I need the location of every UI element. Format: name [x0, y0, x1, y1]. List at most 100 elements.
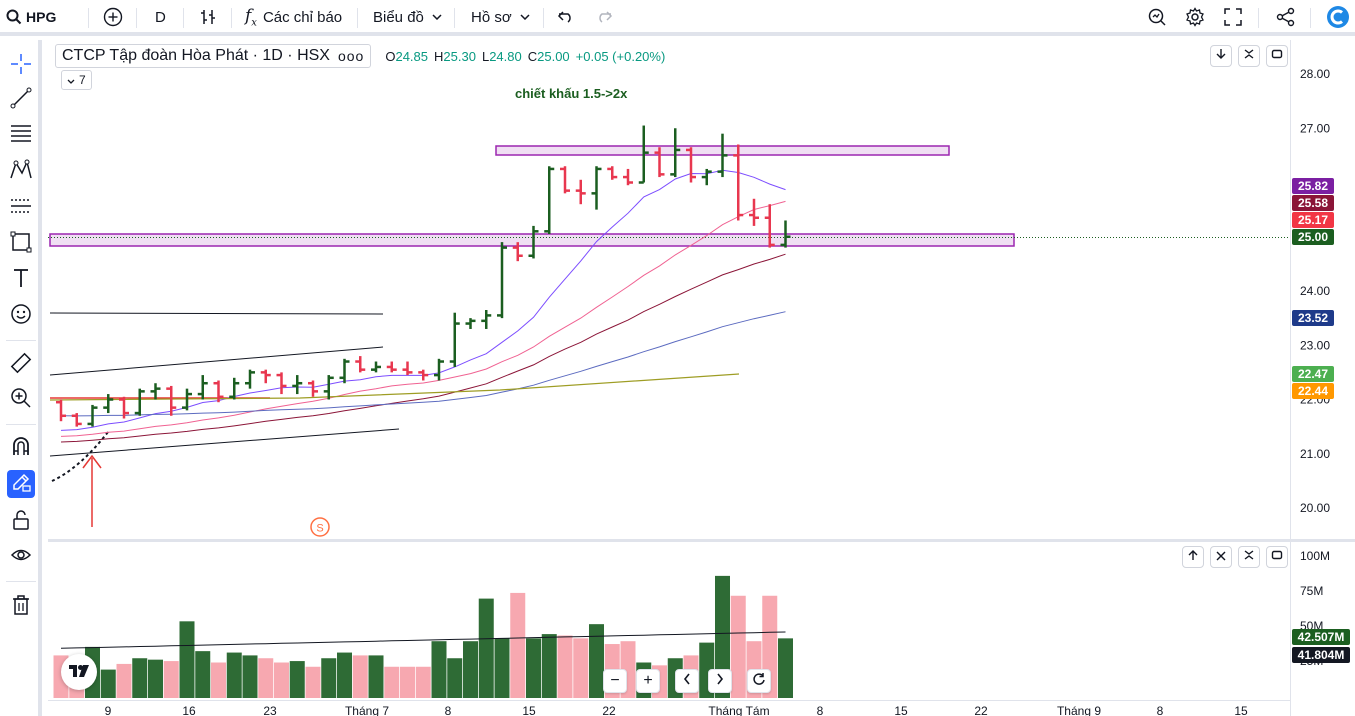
more-options-icon[interactable]: ooo: [337, 48, 365, 64]
ohlc-bar[interactable]: [560, 166, 570, 194]
zoom-in-button[interactable]: +: [636, 669, 660, 693]
ohlc-bar[interactable]: [623, 168, 633, 186]
quick-search-button[interactable]: [1147, 0, 1167, 34]
brand-logo[interactable]: [1326, 0, 1350, 34]
ohlc-bar[interactable]: [749, 198, 759, 226]
ohlc-bar[interactable]: [638, 125, 649, 184]
ohlc-bar[interactable]: [780, 220, 791, 248]
share-button[interactable]: [1276, 0, 1296, 34]
ohlc-bar[interactable]: [481, 309, 492, 329]
ohlc-bar[interactable]: [418, 369, 429, 381]
symbol-title-button[interactable]: CTCP Tập đoàn Hòa Phát · 1D · HSX ooo: [55, 44, 372, 68]
volume-bar[interactable]: [510, 592, 526, 698]
chart-annotation[interactable]: chiết khấu 1.5->2x: [515, 86, 628, 101]
compare-button[interactable]: [103, 0, 123, 34]
ohlc-bar[interactable]: [308, 380, 318, 397]
ohlc-bar[interactable]: [339, 358, 350, 384]
volume-bar[interactable]: [258, 658, 274, 698]
ohlc-bar[interactable]: [182, 388, 192, 411]
volume-bar[interactable]: [274, 662, 289, 699]
ohlc-bar[interactable]: [56, 399, 66, 422]
signal-marker[interactable]: [310, 517, 330, 537]
volume-bar[interactable]: [778, 638, 793, 698]
ohlc-bar[interactable]: [497, 242, 507, 319]
pattern-tool[interactable]: [7, 158, 35, 186]
volume-bar[interactable]: [321, 658, 337, 698]
lower-channel-line[interactable]: [49, 428, 400, 457]
profile-menu-button[interactable]: Hồ sơ: [471, 0, 530, 34]
ohlc-bar[interactable]: [119, 396, 129, 419]
ohlc-bar[interactable]: [103, 394, 114, 414]
volume-bar[interactable]: [242, 655, 258, 698]
volume-bar[interactable]: [289, 661, 305, 698]
ohlc-bar[interactable]: [386, 361, 397, 373]
measure-tool[interactable]: [7, 351, 35, 379]
ohlc-bar[interactable]: [150, 383, 161, 400]
ohlc-bar[interactable]: [197, 375, 208, 400]
ohlc-bar[interactable]: [591, 166, 602, 210]
redo-button[interactable]: [595, 0, 613, 34]
volume-bar[interactable]: [132, 658, 148, 698]
ma-30-line[interactable]: [60, 253, 786, 443]
shape-tool[interactable]: [7, 230, 35, 258]
scroll-left-button[interactable]: [675, 669, 699, 693]
volume-bar[interactable]: [400, 666, 415, 698]
volume-bar[interactable]: [195, 651, 211, 698]
volume-bar[interactable]: [163, 661, 179, 698]
volume-bar[interactable]: [447, 658, 463, 698]
bar-style-button[interactable]: [199, 0, 217, 34]
ohlc-bar[interactable]: [544, 166, 555, 235]
ohlc-bar[interactable]: [686, 147, 696, 183]
undo-button[interactable]: [557, 0, 575, 34]
text-tool[interactable]: [7, 266, 35, 294]
volume-bar[interactable]: [494, 638, 510, 698]
dashed-curve[interactable]: [51, 431, 109, 482]
pane-collapse-button[interactable]: [1238, 45, 1260, 67]
volume-move-up-button[interactable]: [1182, 546, 1204, 568]
ohlc-bar[interactable]: [607, 166, 618, 180]
arrow-head[interactable]: [82, 454, 102, 469]
crosshair-tool[interactable]: [7, 52, 35, 80]
indicators-collapse-button[interactable]: 7: [61, 70, 92, 90]
visibility-tool[interactable]: [7, 543, 35, 571]
ma-10-line[interactable]: [60, 169, 786, 431]
ohlc-bar[interactable]: [717, 133, 728, 178]
ohlc-bar[interactable]: [512, 242, 523, 262]
ohlc-bar[interactable]: [654, 147, 665, 178]
volume-collapse-button[interactable]: [1238, 546, 1260, 568]
ohlc-bar[interactable]: [701, 168, 712, 186]
volume-bar[interactable]: [368, 655, 384, 698]
volume-bar[interactable]: [589, 624, 604, 698]
ohlc-bar[interactable]: [213, 380, 224, 403]
upper-channel-line[interactable]: [49, 346, 384, 376]
fib-tool[interactable]: [7, 122, 35, 150]
ohlc-bar[interactable]: [292, 375, 303, 395]
volume-bar[interactable]: [478, 598, 494, 698]
volume-bar[interactable]: [526, 638, 541, 698]
zoom-out-button[interactable]: −: [603, 669, 627, 693]
ohlc-bar[interactable]: [764, 204, 775, 248]
volume-bar[interactable]: [148, 659, 163, 698]
ohlc-bar[interactable]: [260, 369, 271, 384]
volume-bar[interactable]: [415, 666, 431, 698]
volume-bar[interactable]: [100, 669, 116, 698]
remove-drawings-tool[interactable]: [7, 593, 35, 621]
stay-in-drawing-mode-tool[interactable]: [7, 470, 35, 498]
volume-bar[interactable]: [573, 638, 589, 698]
pane-maximize-button[interactable]: [1266, 45, 1288, 67]
volume-bar[interactable]: [431, 641, 447, 698]
ohlc-bar[interactable]: [449, 312, 460, 367]
ohlc-bar[interactable]: [528, 225, 539, 259]
ohlc-bar[interactable]: [134, 388, 145, 416]
volume-maximize-button[interactable]: [1266, 546, 1288, 568]
ohlc-bar[interactable]: [229, 377, 240, 400]
chart-menu-button[interactable]: Biểu đồ: [373, 0, 442, 34]
ohlc-bar[interactable]: [276, 372, 287, 395]
trendline-tool[interactable]: [7, 86, 35, 114]
ohlc-bar[interactable]: [670, 128, 681, 178]
ohlc-bar[interactable]: [434, 358, 444, 381]
ohlc-bar[interactable]: [245, 369, 255, 389]
volume-bar[interactable]: [715, 575, 730, 698]
ohlc-bar[interactable]: [166, 385, 177, 416]
